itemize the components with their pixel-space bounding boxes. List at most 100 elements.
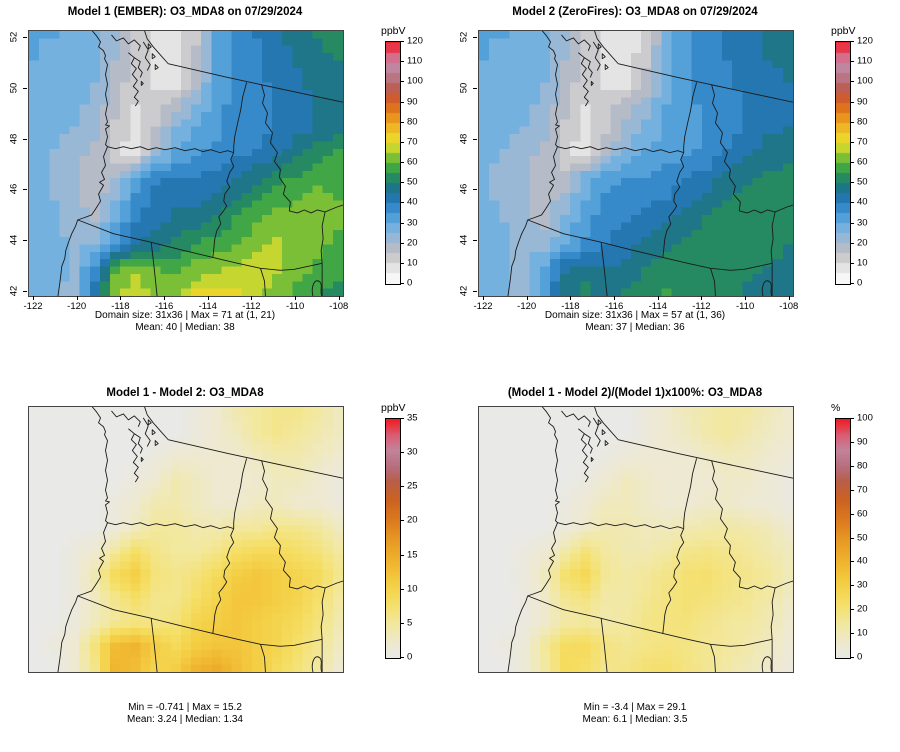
x-axis-tick	[295, 296, 297, 300]
colorbar-tick-label: 0	[407, 277, 413, 289]
y-axis-tick-label: 42	[458, 285, 470, 297]
colorbar-tick-label: 30	[857, 217, 868, 228]
colorbar-tick-label: 60	[857, 156, 868, 168]
x-axis-tick	[745, 296, 747, 300]
y-axis-tick	[473, 189, 477, 191]
x-axis-tick	[33, 296, 34, 300]
colorbar-tick-label: 60	[857, 508, 868, 520]
colorbar-tick-label: 120	[407, 35, 423, 47]
colorbar-tick	[850, 202, 854, 204]
colorbar-tick	[400, 588, 404, 590]
colorbar-tick	[400, 41, 404, 42]
y-axis-tick	[473, 87, 477, 89]
colorbar-unit-label: ppbV	[381, 25, 406, 37]
heatmap-canvas	[479, 407, 793, 672]
x-axis-tick-label: -112	[692, 301, 711, 312]
colorbar-tick-label: 40	[407, 196, 418, 208]
y-axis-tick	[23, 87, 27, 89]
x-axis-tick	[164, 296, 166, 300]
stats-line-2: Mean: 40 | Median: 38	[135, 322, 235, 333]
x-axis-tick	[251, 296, 253, 300]
colorbar-tick	[400, 222, 404, 224]
map-plot-area	[478, 30, 794, 297]
x-axis-tick	[701, 296, 703, 300]
colorbar-tick-label: 110	[857, 55, 873, 67]
y-axis-tick	[23, 291, 27, 292]
colorbar-tick	[850, 633, 854, 635]
x-axis-tick-label: -114	[198, 301, 217, 312]
colorbar-tick	[400, 101, 404, 103]
colorbar-tick	[850, 101, 854, 103]
colorbar-tick	[850, 561, 854, 563]
colorbar-tick-label: 70	[407, 136, 418, 148]
panel-stats: Domain size: 31x36 | Max = 57 at (1, 36)…	[478, 310, 792, 334]
colorbar-tick-label: 120	[857, 35, 873, 47]
colorbar-tick-label: 15	[407, 549, 418, 561]
colorbar-tick-label: 90	[857, 96, 868, 107]
x-axis-tick-label: -114	[648, 301, 667, 312]
panel-stats: Domain size: 31x36 | Max = 71 at (1, 21)…	[28, 310, 342, 334]
x-axis-tick-label: -110	[285, 301, 305, 312]
panel-title: Model 1 - Model 2: O3_MDA8	[106, 387, 264, 399]
colorbar-tick	[850, 537, 854, 539]
colorbar-tick	[850, 418, 854, 419]
colorbar-tick	[850, 41, 854, 42]
map-plot-area	[478, 406, 794, 673]
stats-line-2: Mean: 6.1 | Median: 3.5	[582, 714, 688, 725]
x-axis-tick-label: -118	[111, 301, 130, 312]
colorbar-tick-label: 80	[857, 116, 868, 128]
colorbar-tick-label: 10	[857, 627, 868, 639]
heatmap-canvas	[29, 407, 343, 672]
colorbar-tick-label: 50	[857, 176, 868, 188]
colorbar-tick	[850, 162, 854, 163]
x-axis-tick-label: -118	[561, 301, 580, 312]
colorbar-tick-label: 80	[857, 460, 868, 472]
colorbar	[385, 418, 401, 659]
y-axis-tick-label: 50	[458, 82, 470, 94]
x-axis-tick-label: -120	[67, 301, 87, 312]
heatmap-canvas	[479, 31, 793, 296]
x-axis-tick-label: -108	[779, 301, 799, 312]
y-axis-tick-label: 48	[458, 133, 470, 144]
x-axis-tick-label: -120	[517, 301, 537, 312]
panel-model1-ember: Model 1 (EMBER): O3_MDA8 on 07/29/2024 p…	[0, 0, 450, 376]
colorbar-tick-label: 35	[407, 412, 418, 424]
colorbar-tick	[400, 141, 404, 143]
colorbar-tick	[400, 182, 404, 184]
colorbar-tick-label: 70	[857, 136, 868, 148]
colorbar-tick-label: 110	[407, 55, 423, 67]
panel-title: Model 1 (EMBER): O3_MDA8 on 07/29/2024	[67, 6, 303, 18]
colorbar-tick-label: 90	[857, 436, 868, 448]
x-axis-tick-label: -112	[242, 301, 261, 312]
colorbar-tick-label: 10	[857, 257, 868, 269]
y-axis-tick-label: 52	[458, 31, 470, 43]
colorbar-tick	[850, 222, 854, 224]
colorbar-tick-label: 10	[407, 257, 418, 269]
colorbar-tick-label: 0	[857, 651, 863, 663]
colorbar-tick	[850, 81, 854, 83]
colorbar-tick	[400, 452, 404, 454]
colorbar-tick-label: 0	[407, 651, 413, 663]
y-axis-tick	[473, 240, 477, 242]
map-plot-area	[28, 30, 344, 297]
x-axis-tick-label: -122	[23, 301, 43, 312]
colorbar-tick-label: 20	[407, 237, 418, 249]
colorbar-tick-label: 20	[857, 237, 868, 249]
colorbar-tick-label: 10	[407, 583, 418, 595]
colorbar-tick-label: 100	[407, 75, 423, 87]
y-axis-tick	[23, 240, 27, 242]
colorbar-tick-label: 30	[407, 446, 418, 458]
colorbar-tick	[850, 465, 854, 467]
colorbar-tick	[400, 657, 404, 658]
y-axis-tick	[473, 138, 477, 140]
colorbar-tick	[400, 202, 404, 204]
colorbar-tick	[400, 81, 404, 83]
colorbar-tick-label: 20	[407, 514, 418, 526]
stats-line-1: Min = -0.741 | Max = 15.2	[128, 702, 242, 713]
colorbar-tick-label: 30	[407, 217, 418, 228]
colorbar-tick-label: 50	[407, 176, 418, 188]
colorbar	[835, 41, 851, 285]
colorbar-tick	[850, 489, 854, 491]
colorbar-tick-label: 40	[857, 555, 868, 567]
